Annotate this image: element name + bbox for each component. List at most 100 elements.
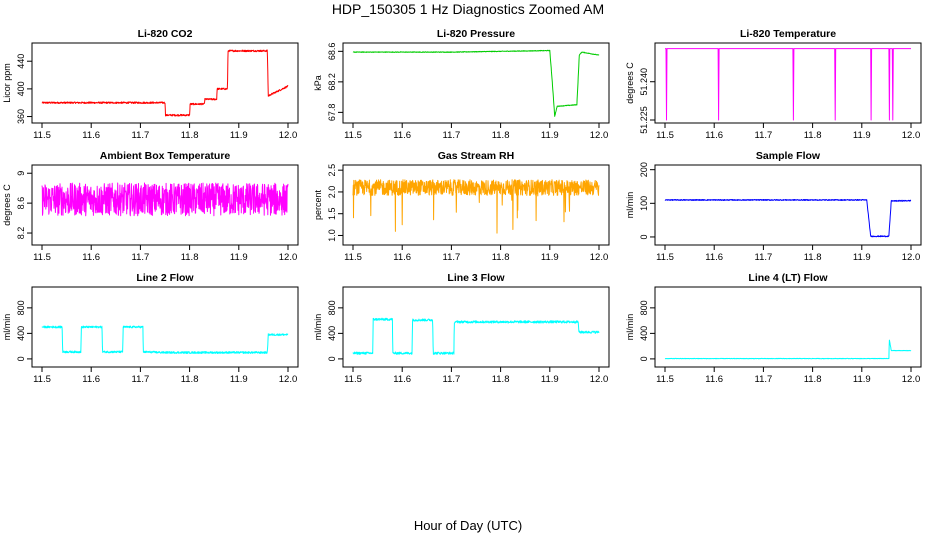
panel-title: Ambient Box Temperature bbox=[100, 150, 231, 162]
x-tick-label: 11.5 bbox=[33, 252, 51, 263]
y-axis-label: percent bbox=[313, 189, 323, 220]
x-tick-label: 11.7 bbox=[132, 252, 150, 263]
x-tick-label: 11.9 bbox=[541, 374, 559, 385]
series-line bbox=[41, 325, 289, 354]
figure-title: HDP_150305 1 Hz Diagnostics Zoomed AM bbox=[331, 1, 605, 17]
x-tick-label: 11.5 bbox=[656, 374, 674, 385]
plot-frame bbox=[31, 286, 299, 368]
y-tick-label: 0 bbox=[327, 356, 337, 361]
y-tick-label: 67.8 bbox=[327, 104, 337, 122]
x-tick-label: 12.0 bbox=[590, 252, 609, 263]
y-axis-label: degrees C bbox=[2, 184, 12, 226]
y-axis-label: Licor ppm bbox=[2, 63, 12, 103]
x-tick-label: 11.9 bbox=[853, 130, 871, 141]
x-tick-label: 11.5 bbox=[344, 252, 362, 263]
x-tick-label: 11.6 bbox=[82, 130, 100, 141]
series-line bbox=[352, 179, 600, 234]
series-line bbox=[352, 317, 600, 355]
x-tick-label: 11.6 bbox=[82, 252, 100, 263]
x-tick-label: 11.7 bbox=[443, 252, 461, 263]
x-tick-label: 11.7 bbox=[755, 374, 773, 385]
y-axis-label: degrees C bbox=[625, 62, 635, 104]
panel-3: Li-820 Temperature 11.5 11.6 11.7 11.8 11.9 12… bbox=[625, 28, 922, 141]
x-tick-label: 11.9 bbox=[541, 130, 559, 141]
plot-frame bbox=[342, 42, 610, 124]
y-tick-label: 68.2 bbox=[327, 73, 337, 91]
x-tick-label: 12.0 bbox=[590, 130, 609, 141]
x-tick-label: 11.8 bbox=[492, 252, 510, 263]
x-tick-label: 11.8 bbox=[492, 130, 510, 141]
x-tick-label: 12.0 bbox=[902, 130, 921, 141]
x-tick-label: 11.8 bbox=[492, 374, 510, 385]
y-tick-label: 200 bbox=[639, 162, 649, 177]
x-tick-label: 11.8 bbox=[181, 374, 199, 385]
y-axis-label: ml/min bbox=[625, 314, 635, 341]
y-tick-label: 2.0 bbox=[327, 186, 337, 199]
plot-frame bbox=[31, 42, 299, 124]
y-tick-label: 68.6 bbox=[327, 43, 337, 61]
x-tick-label: 11.5 bbox=[344, 374, 362, 385]
x-tick-label: 12.0 bbox=[279, 130, 298, 141]
x-tick-label: 11.6 bbox=[82, 374, 100, 385]
x-tick-label: 11.9 bbox=[230, 130, 248, 141]
plot-frame bbox=[31, 164, 299, 246]
x-tick-label: 11.6 bbox=[393, 252, 411, 263]
y-tick-label: 400 bbox=[16, 326, 26, 341]
plot-frame bbox=[342, 164, 610, 246]
y-tick-label: 51.240 bbox=[639, 68, 649, 96]
y-tick-label: 8.6 bbox=[16, 197, 26, 210]
x-tick-label: 12.0 bbox=[279, 252, 298, 263]
panel-title: Line 2 Flow bbox=[136, 272, 194, 284]
x-tick-label: 11.7 bbox=[443, 374, 461, 385]
x-tick-label: 11.7 bbox=[443, 130, 461, 141]
y-tick-label: 100 bbox=[639, 196, 649, 211]
panel-2: Li-820 Pressure 11.5 11.6 11.7 11.8 11.9 12.0 6… bbox=[313, 28, 610, 141]
x-tick-label: 11.6 bbox=[705, 130, 723, 141]
panel-title: Li-820 Pressure bbox=[437, 28, 515, 40]
y-tick-label: 8.2 bbox=[16, 227, 26, 240]
y-tick-label: 1.0 bbox=[327, 229, 337, 242]
series-line bbox=[41, 182, 289, 217]
x-tick-label: 11.5 bbox=[344, 130, 362, 141]
x-tick-label: 11.8 bbox=[181, 252, 199, 263]
y-tick-label: 440 bbox=[16, 54, 26, 69]
x-tick-label: 11.8 bbox=[804, 130, 822, 141]
x-tick-label: 11.5 bbox=[33, 130, 51, 141]
y-tick-label: 400 bbox=[327, 326, 337, 341]
x-tick-label: 11.7 bbox=[132, 374, 150, 385]
x-tick-label: 11.7 bbox=[755, 252, 773, 263]
x-tick-label: 11.6 bbox=[393, 374, 411, 385]
x-tick-label: 11.5 bbox=[33, 374, 51, 385]
series-line bbox=[664, 339, 912, 360]
panel-6: Sample Flow 11.5 11.6 11.7 11.8 11.9 12.0 0 100 2… bbox=[625, 150, 922, 263]
panel-1: Li-820 CO2 11.5 11.6 11.7 11.8 11.9 12.0 360 400… bbox=[2, 28, 299, 141]
x-tick-label: 11.9 bbox=[230, 252, 248, 263]
y-tick-label: 2.5 bbox=[327, 164, 337, 177]
y-tick-label: 400 bbox=[16, 81, 26, 96]
x-tick-label: 11.8 bbox=[181, 130, 199, 141]
x-tick-label: 12.0 bbox=[590, 374, 609, 385]
plot-frame bbox=[342, 286, 610, 368]
x-tick-label: 11.5 bbox=[656, 130, 674, 141]
plot-frame bbox=[654, 164, 922, 246]
y-axis-label: ml/min bbox=[313, 314, 323, 341]
panel-title: Sample Flow bbox=[756, 150, 821, 162]
y-axis-label: ml/min bbox=[625, 192, 635, 219]
x-tick-label: 11.5 bbox=[656, 252, 674, 263]
x-tick-label: 11.6 bbox=[705, 374, 723, 385]
x-tick-label: 12.0 bbox=[902, 374, 921, 385]
y-tick-label: 0 bbox=[16, 356, 26, 361]
y-tick-label: 9 bbox=[16, 171, 26, 176]
panel-7: Line 2 Flow 11.5 11.6 11.7 11.8 11.9 12.0 0 400 8… bbox=[2, 272, 299, 385]
series-line bbox=[41, 49, 289, 117]
panel-title: Li-820 CO2 bbox=[138, 28, 193, 40]
x-tick-label: 11.6 bbox=[705, 252, 723, 263]
plot-frame bbox=[654, 42, 922, 124]
x-tick-label: 11.8 bbox=[804, 374, 822, 385]
panel-4: Ambient Box Temperature 11.5 11.6 11.7 11.8 1… bbox=[2, 150, 299, 263]
panel-title: Gas Stream RH bbox=[438, 150, 514, 162]
plot-frame bbox=[654, 286, 922, 368]
y-tick-label: 800 bbox=[327, 300, 337, 315]
panel-5: Gas Stream RH 11.5 11.6 11.7 11.8 11.9 12.0 1.0… bbox=[313, 150, 610, 263]
